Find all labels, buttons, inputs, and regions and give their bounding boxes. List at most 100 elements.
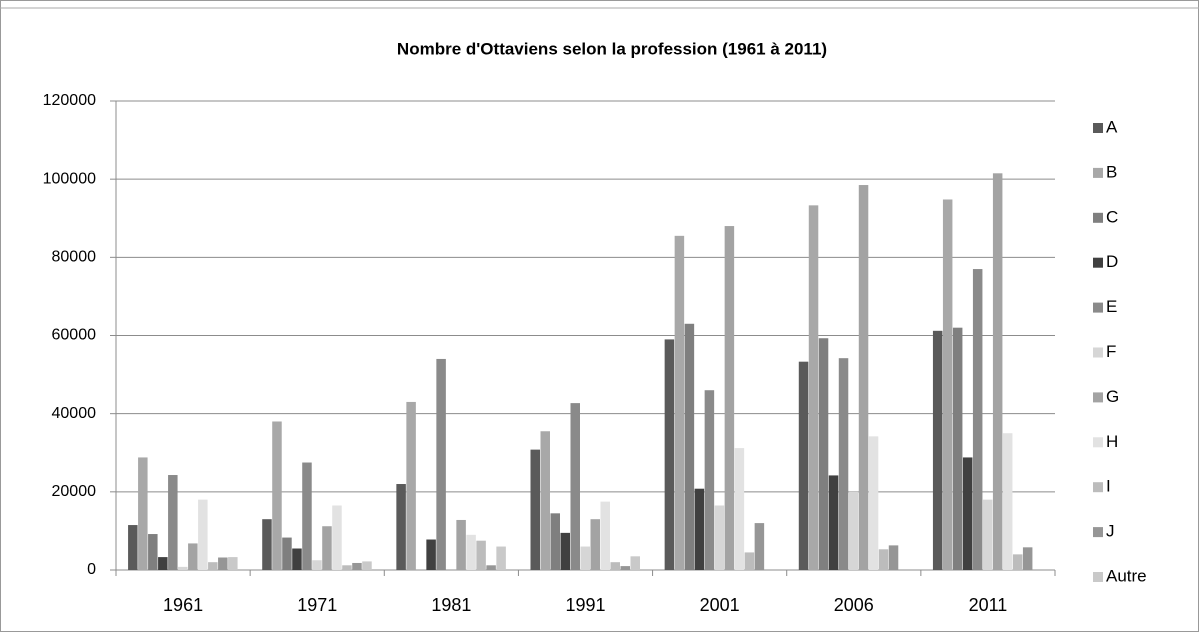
- bar: [1022, 547, 1033, 570]
- legend-label: G: [1106, 387, 1119, 406]
- y-tick-label: 60000: [52, 327, 97, 344]
- y-tick-label: 80000: [52, 249, 97, 266]
- bar: [932, 330, 943, 570]
- bar: [406, 401, 416, 570]
- bar: [396, 484, 406, 570]
- bar: [148, 534, 158, 570]
- x-tick-label: 1961: [163, 595, 203, 615]
- bar: [1002, 433, 1013, 570]
- bar: [664, 339, 675, 570]
- bar: [610, 562, 620, 570]
- x-tick-label: 2011: [969, 595, 1008, 615]
- legend-swatch: [1093, 527, 1103, 538]
- bar: [362, 561, 372, 570]
- x-tick-label: 1971: [297, 595, 337, 615]
- bar: [322, 526, 332, 570]
- legend-swatch: [1093, 212, 1103, 223]
- bar: [342, 565, 352, 570]
- bar: [302, 462, 312, 570]
- bar: [620, 566, 630, 570]
- bar: [540, 431, 551, 570]
- chart-title: Nombre d'Ottaviens selon la profession (…: [397, 39, 827, 58]
- bar: [848, 491, 859, 570]
- bar: [168, 475, 178, 570]
- bar: [674, 235, 685, 570]
- legend-label: I: [1106, 477, 1111, 496]
- bar: [704, 390, 715, 570]
- bar: [352, 562, 362, 570]
- bar: [530, 449, 541, 570]
- bar: [476, 540, 486, 570]
- bar: [858, 185, 869, 570]
- bar: [962, 457, 973, 570]
- legend-swatch: [1093, 392, 1103, 403]
- x-tick-label: 2006: [834, 595, 874, 615]
- bar: [600, 501, 610, 570]
- bar: [466, 534, 476, 570]
- legend-label: A: [1106, 117, 1118, 136]
- y-tick-label: 20000: [52, 483, 97, 500]
- bar: [734, 448, 745, 570]
- bar: [332, 505, 342, 570]
- bar: [292, 548, 302, 570]
- y-tick-label: 40000: [52, 405, 97, 422]
- bar: [1012, 554, 1023, 570]
- x-tick-label: 1991: [565, 595, 605, 615]
- bar: [550, 513, 561, 570]
- bar: [798, 361, 809, 570]
- x-tick-label: 2001: [700, 595, 740, 615]
- bar: [560, 532, 571, 570]
- legend-label: H: [1106, 432, 1118, 451]
- bar: [838, 358, 849, 570]
- y-tick-label: 0: [87, 561, 96, 578]
- legend-label: E: [1106, 297, 1117, 316]
- bar: [570, 403, 581, 570]
- bar: [138, 457, 148, 570]
- bar: [694, 488, 705, 570]
- bar: [972, 269, 983, 570]
- bar: [198, 499, 208, 570]
- bar: [868, 436, 879, 570]
- bar: [942, 199, 953, 571]
- bar: [828, 475, 839, 570]
- y-tick-label: 120000: [43, 92, 96, 109]
- legend-label: F: [1106, 342, 1116, 361]
- bar: [486, 565, 496, 570]
- legend-swatch: [1093, 572, 1103, 582]
- bar: [178, 566, 188, 570]
- bar: [580, 546, 590, 570]
- bar: [436, 358, 446, 570]
- bar: [158, 557, 168, 570]
- bar: [496, 546, 506, 570]
- legend-swatch: [1093, 123, 1103, 133]
- bar: [272, 421, 282, 570]
- bar: [982, 499, 993, 570]
- legend-swatch: [1093, 482, 1103, 493]
- bar: [630, 556, 640, 570]
- legend-label: Autre: [1106, 566, 1147, 585]
- bar: [188, 543, 198, 570]
- bar: [724, 226, 735, 571]
- bar: [744, 552, 755, 570]
- legend-label: C: [1106, 207, 1118, 226]
- bar: [590, 519, 600, 570]
- bar: [684, 323, 695, 570]
- legend-swatch: [1093, 437, 1103, 448]
- legend-swatch: [1093, 302, 1103, 313]
- x-tick-label: 1981: [431, 595, 471, 615]
- y-tick-label: 100000: [43, 170, 96, 187]
- bar: [218, 557, 228, 570]
- legend-swatch: [1093, 167, 1103, 178]
- bar: [426, 539, 436, 570]
- legend-label: J: [1106, 522, 1115, 541]
- bar: [312, 560, 322, 570]
- bar: [208, 562, 218, 570]
- bar: [818, 338, 829, 570]
- legend-label: D: [1106, 252, 1118, 271]
- bar: [228, 557, 238, 570]
- bar: [714, 505, 725, 570]
- bar: [992, 173, 1003, 570]
- legend-swatch: [1093, 347, 1103, 358]
- bar: [952, 327, 963, 570]
